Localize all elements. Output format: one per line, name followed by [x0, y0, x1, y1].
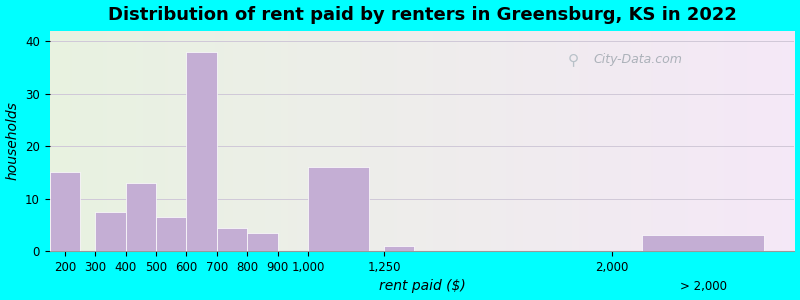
Bar: [156, 217, 186, 251]
X-axis label: rent paid ($): rent paid ($): [378, 280, 466, 293]
Bar: [642, 236, 764, 251]
Text: > 2,000: > 2,000: [680, 280, 726, 293]
Bar: [384, 246, 414, 251]
Bar: [186, 52, 217, 251]
Bar: [95, 212, 126, 251]
Text: ⚲: ⚲: [567, 52, 578, 67]
Bar: [217, 228, 247, 251]
Text: City-Data.com: City-Data.com: [594, 53, 682, 66]
Y-axis label: households: households: [6, 101, 19, 180]
Title: Distribution of rent paid by renters in Greensburg, KS in 2022: Distribution of rent paid by renters in …: [108, 6, 737, 24]
Bar: [126, 183, 156, 251]
Bar: [50, 172, 80, 251]
Bar: [308, 167, 369, 251]
Bar: [247, 233, 278, 251]
